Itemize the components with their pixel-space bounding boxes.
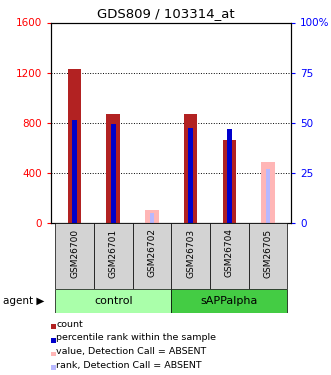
Bar	[107, 114, 120, 223]
Text: control: control	[94, 296, 132, 306]
Bar	[261, 162, 275, 223]
Bar	[184, 114, 197, 223]
Bar	[111, 124, 116, 223]
Text: GDS809 / 103314_at: GDS809 / 103314_at	[97, 7, 234, 20]
Text: GSM26703: GSM26703	[186, 228, 195, 278]
Text: value, Detection Call = ABSENT: value, Detection Call = ABSENT	[56, 347, 207, 356]
Text: agent ▶: agent ▶	[3, 296, 45, 306]
Text: GSM26702: GSM26702	[147, 228, 157, 278]
Bar	[188, 128, 193, 223]
Bar	[171, 223, 210, 289]
Text: percentile rank within the sample: percentile rank within the sample	[56, 333, 216, 342]
Bar	[94, 223, 133, 289]
Text: rank, Detection Call = ABSENT: rank, Detection Call = ABSENT	[56, 361, 202, 370]
Text: sAPPalpha: sAPPalpha	[201, 296, 258, 306]
Bar	[222, 140, 236, 223]
Bar	[145, 210, 159, 223]
Bar	[133, 223, 171, 289]
Bar	[227, 129, 232, 223]
Bar	[68, 69, 81, 223]
Text: count: count	[56, 320, 83, 328]
Bar	[55, 289, 171, 313]
Bar	[249, 223, 287, 289]
Bar	[171, 289, 287, 313]
Text: GSM26700: GSM26700	[70, 228, 79, 278]
Text: GSM26701: GSM26701	[109, 228, 118, 278]
Bar	[266, 169, 270, 223]
Text: GSM26705: GSM26705	[263, 228, 272, 278]
Bar	[55, 223, 94, 289]
Bar	[150, 213, 154, 223]
Text: GSM26704: GSM26704	[225, 228, 234, 278]
Bar	[210, 223, 249, 289]
Bar	[72, 120, 77, 223]
